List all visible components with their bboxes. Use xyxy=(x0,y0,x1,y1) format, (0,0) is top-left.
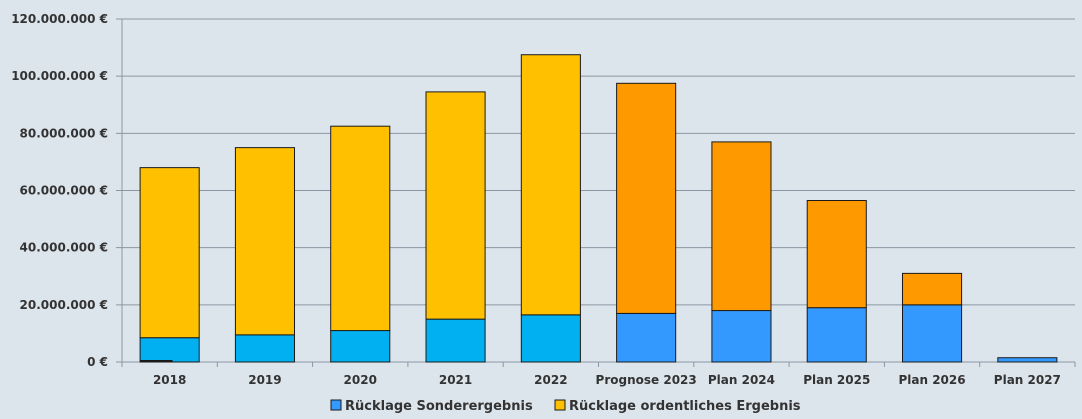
bar-segment-sonderergebnis xyxy=(806,307,867,363)
bar-segment-sonderergebnis xyxy=(425,318,486,363)
bars xyxy=(139,54,1058,363)
y-tick-label: 0 € xyxy=(87,355,108,369)
bar-segment-sonderergebnis xyxy=(902,304,963,363)
bar-segment-ordentliches-ergebnis xyxy=(711,141,772,312)
x-tick-label: 2020 xyxy=(344,373,377,387)
y-tick-label: 120.000.000 € xyxy=(11,12,108,26)
y-tick-label: 40.000.000 € xyxy=(20,241,108,255)
x-tick-label: 2018 xyxy=(153,373,186,387)
bar-segment-ordentliches-ergebnis xyxy=(139,167,200,339)
bar-segment-sonderergebnis xyxy=(330,330,391,363)
y-tick-label: 100.000.000 € xyxy=(11,69,108,83)
bar-segment-sonderergebnis xyxy=(711,310,772,363)
y-axis: 0 € 20.000.000 € 40.000.000 € 60.000.000 € 8… xyxy=(11,12,123,369)
x-axis: 2018 2019 2020 2021 2022 Prognose 2023 Plan 20… xyxy=(121,362,1076,387)
y-tick-label: 80.000.000 € xyxy=(20,126,108,140)
bar-segment-ordentliches-ergebnis xyxy=(425,91,486,320)
y-tick-label: 60.000.000 € xyxy=(20,184,108,198)
y-tick-label: 20.000.000 € xyxy=(20,298,108,312)
legend: Rücklage Sonderergebnis Rücklage ordentli… xyxy=(330,399,801,414)
bar-segment-sonderergebnis xyxy=(520,314,581,363)
bar-segment-sonderergebnis xyxy=(234,334,295,363)
x-tick-label: Plan 2025 xyxy=(803,373,870,387)
legend-swatch xyxy=(330,399,342,411)
bar-segment-ordentliches-ergebnis xyxy=(330,125,391,332)
bar-segment-ordentliches-ergebnis xyxy=(902,272,963,306)
x-tick-label: Plan 2026 xyxy=(898,373,965,387)
bar-segment-ordentliches-ergebnis xyxy=(234,147,295,336)
bar-segment-ordentliches-ergebnis xyxy=(520,54,581,316)
x-tick-label: Plan 2027 xyxy=(994,373,1061,387)
legend-swatch xyxy=(554,399,566,411)
x-tick-label: Plan 2024 xyxy=(708,373,775,387)
x-tick-label: Prognose 2023 xyxy=(596,373,697,387)
legend-label: Rücklage ordentliches Ergebnis xyxy=(569,399,801,414)
legend-label: Rücklage Sonderergebnis xyxy=(345,399,533,414)
x-tick-label: 2021 xyxy=(439,373,472,387)
x-tick-label: 2019 xyxy=(248,373,281,387)
bar-segment-sonderergebnis xyxy=(997,357,1058,363)
bar-segment-sonderergebnis xyxy=(616,312,677,363)
bar-segment-ordentliches-ergebnis xyxy=(806,200,867,309)
bar-segment-ordentliches-ergebnis xyxy=(616,82,677,314)
bar-segment-sonderergebnis xyxy=(139,337,200,363)
x-tick-label: 2022 xyxy=(534,373,567,387)
